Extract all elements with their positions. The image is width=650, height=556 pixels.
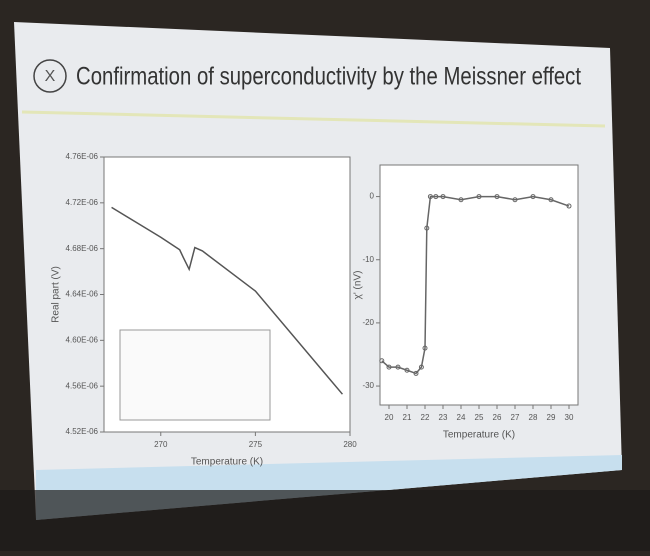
data-point <box>379 358 385 364</box>
title-icon <box>33 59 67 93</box>
plot-area <box>379 164 579 406</box>
data-point <box>494 194 500 200</box>
data-point <box>530 194 536 200</box>
audience <box>0 490 650 551</box>
title-rule <box>21 110 606 128</box>
x-tick-label: 29 <box>547 413 556 422</box>
data-point <box>458 197 464 203</box>
y-tick-label: 4.60E-06 <box>66 335 99 344</box>
x-axis-label: Temperature (K) <box>443 430 515 441</box>
data-point <box>424 225 430 231</box>
data-point <box>566 203 572 209</box>
x-tick-label: 20 <box>385 413 394 422</box>
y-tick-label: -20 <box>362 318 374 327</box>
y-tick-label: 4.56E-06 <box>66 381 99 390</box>
x-tick-label: 30 <box>565 413 574 422</box>
x-tick-label: 22 <box>421 413 430 422</box>
title-icon-x: X <box>45 68 56 85</box>
x-tick-label: 21 <box>403 413 412 422</box>
y-tick-label: 4.72E-06 <box>66 198 99 207</box>
x-tick-label: 24 <box>457 413 466 422</box>
y-axis-label: χ' (nV) <box>353 271 364 300</box>
x-tick-label: 23 <box>439 413 448 422</box>
data-point <box>395 364 401 370</box>
data-point <box>548 197 554 203</box>
y-tick-label: 4.64E-06 <box>66 290 99 299</box>
y-tick-label: -30 <box>362 381 374 390</box>
slide-title: Confirmation of superconductivity by the… <box>76 63 581 91</box>
data-point <box>476 194 482 200</box>
y-tick-label: 4.68E-06 <box>66 244 99 253</box>
data-point <box>433 194 439 200</box>
data-point <box>404 367 410 373</box>
y-tick-label: 0 <box>370 192 375 201</box>
data-point <box>386 364 392 370</box>
data-point <box>512 197 518 203</box>
x-tick-label: 26 <box>493 413 502 422</box>
x-tick-label: 275 <box>249 440 263 449</box>
data-point <box>413 370 419 376</box>
x-axis-label: Temperature (K) <box>191 457 263 468</box>
data-point <box>440 194 446 200</box>
y-tick-label: 4.52E-06 <box>66 427 99 436</box>
data-point <box>422 345 428 351</box>
x-tick-label: 25 <box>475 413 484 422</box>
x-tick-label: 28 <box>529 413 538 422</box>
legend-box <box>119 329 271 421</box>
data-line <box>111 206 344 395</box>
x-tick-label: 280 <box>343 440 357 449</box>
data-point <box>418 364 424 370</box>
y-tick-label: 4.76E-06 <box>66 152 99 161</box>
data-point <box>427 194 433 200</box>
x-tick-label: 270 <box>154 440 168 449</box>
x-tick-label: 27 <box>511 413 520 422</box>
y-axis-label: Real part (V) <box>51 266 62 323</box>
y-tick-label: -10 <box>362 255 374 264</box>
